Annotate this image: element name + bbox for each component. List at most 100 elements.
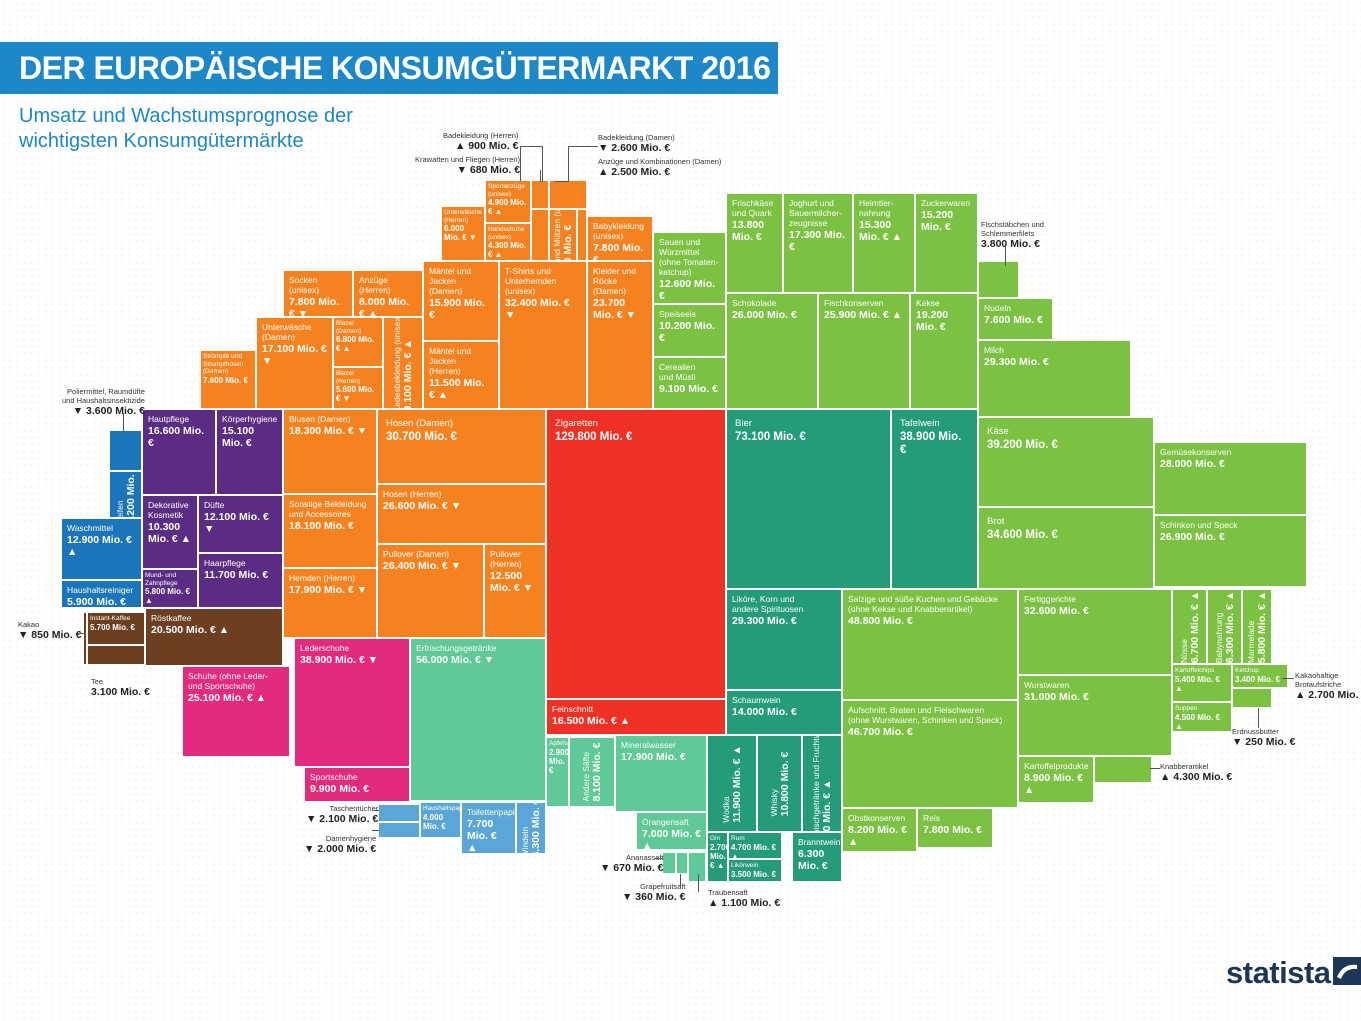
tile-small-segment <box>83 612 87 665</box>
leader-line <box>698 874 699 892</box>
chart-title: DER EUROPÄISCHE KONSUMGÜTERMARKT 2016 <box>19 50 771 86</box>
tile-sportschuhe: Sportschuhe 9.900 Mio. € <box>304 767 410 802</box>
tile-label: Schokolade <box>732 298 777 308</box>
tile-düfte: Düfte 12.100 Mio. € ▼ <box>198 495 283 553</box>
tile-label: Wodka <box>721 795 731 823</box>
tile-label: Tafelwein <box>900 418 940 429</box>
tile-fertiggerichte: Fertiggerichte 32.600 Mio. € <box>1018 589 1172 675</box>
tile-label: Zigaretten <box>555 418 598 429</box>
tile-value: 4.900 Mio. € ▲ <box>488 198 527 216</box>
callout-value: ▼ 2.000 Mio. € <box>304 843 377 855</box>
tile-orangensaft: Orangensaft 7.000 Mio. € ▲ <box>636 812 707 850</box>
tile-blusen-damen: Blusen (Damen) 18.300 Mio. € ▼ <box>283 409 377 494</box>
tile-label: Ledesbekleidung (unisex) <box>392 317 402 409</box>
tile-small-segment <box>1232 688 1272 708</box>
leader-line <box>555 181 569 182</box>
tile-value: 12.500 Mio. € ▼ <box>490 570 534 594</box>
tile-schinken-und-speck: Schinken und Speck 26.900 Mio. € <box>1154 515 1307 587</box>
tile-label: Frischkäse und Quark <box>732 198 774 218</box>
tile-value: 4.500 Mio. € ▲ <box>1175 712 1220 731</box>
tile-value: 6.300 Mio. € <box>798 848 828 872</box>
tile-tafelwein: Tafelwein 38.900 Mio. € <box>891 409 978 589</box>
tile-biermischgetränke-und-fruchtweine: Biermischgetränke und Fruchtweine 9.900 M… <box>802 735 842 832</box>
tile-label: Gin <box>710 835 721 842</box>
tile-value: 7.600 Mio. € <box>984 314 1043 326</box>
tile-value: 6.700 Mio. € ▲ <box>1188 590 1201 663</box>
tile-label: Hautpflege <box>148 414 190 424</box>
tile-value: 6.800 Mio. € ▲ <box>336 335 375 353</box>
leader-line <box>1282 678 1294 679</box>
tile-label: Windeln <box>520 826 530 854</box>
tile-label: Schaumwein <box>732 695 781 705</box>
tile-value: 10.200 Mio. € <box>659 320 716 344</box>
tile-small-segment <box>109 430 142 471</box>
tile-unterwäsche-herren: Unterwäsche (Herren) 6.000 Mio. € ▼ <box>441 206 485 261</box>
tile-label: Brot <box>987 516 1005 527</box>
tile-label: Haarpflege <box>204 558 246 568</box>
tile-label: Haushaltsreiniger <box>67 585 134 595</box>
tile-value: 7.000 Mio. € ▲ <box>642 828 701 850</box>
tile-suppen: Suppen 4.500 Mio. € ▲ <box>1172 702 1232 732</box>
tile-label: Fertiggerichte <box>1024 594 1076 604</box>
tile-value: 14.000 Mio. € <box>732 706 797 718</box>
callout-knabberartikel: Knabberartikel ▲ 4.300 Mio. € <box>1160 762 1232 784</box>
tile-value: 3.500 Mio. € <box>731 869 776 879</box>
tile-value: 12.100 Mio. € ▼ <box>204 511 269 535</box>
tile-value: 17.100 Mio. € ▼ <box>262 343 327 367</box>
tile-sonstige-bekleidung-und-accessoires: Sonstige Bekleidung und Accessoires 18.10… <box>283 494 377 568</box>
callout-label: Ananassaft <box>625 853 664 862</box>
tile-value: 20.500 Mio. € ▲ <box>151 624 230 636</box>
tile-value: 4.300 Mio. € ▲ <box>488 241 527 259</box>
tile-label: Liköre, Korn und andere Spirituosen <box>732 594 804 614</box>
tile-label: Waschmittel <box>67 523 113 533</box>
tile-value: 17.900 Mio. € <box>621 751 686 763</box>
tile-value: 7.800 Mio. € ▼ <box>289 296 340 317</box>
tile-label: Kartoffelchips <box>1175 667 1215 674</box>
leader-line <box>372 810 379 811</box>
callout-value: 3.800 Mio. € <box>981 238 1040 250</box>
leader-line <box>655 858 663 859</box>
callout-fischstäbchen-und-schlemmerfilets: Fischstäbchen und Schlemmerfilets 3.800 M… <box>981 220 1044 251</box>
tile-brot: Brot 34.600 Mio. € <box>978 507 1154 589</box>
tile-anzüge-herren: Anzüge (Herren) 8.000 Mio. € ▲ <box>353 270 423 317</box>
tile-liköre-korn-und-andere-spirituosen: Liköre, Korn und andere Spirituosen 29.30… <box>726 589 842 690</box>
leader-line <box>1258 708 1259 728</box>
tile-label: Körperhygiene <box>222 414 278 424</box>
callout-value: ▼ 2.600 Mio. € <box>598 142 671 154</box>
tile-value: 9.100 Mio. € <box>659 383 718 395</box>
tile-value: 32.400 Mio. € ▼ <box>505 297 570 321</box>
tile-label: Reis <box>923 813 941 823</box>
callout-kakaohaltige-brotaufstriche: Kakaohaltige Brotaufstriche ▲ 2.700 Mio. … <box>1295 671 1361 702</box>
tile-aufschnitt-braten-und-fleischwaren-ohne-wurstwaren-schinken-und-speck: Aufschnitt, Braten und Fleischwaren (ohn… <box>842 700 1018 808</box>
leader-line <box>372 830 379 831</box>
tile-label: Hemden (Herren) <box>289 573 356 583</box>
tile-t-shirts-und-unterhemden-unisex: T-Shirts und Unterhemden (unisex) 32.400 … <box>499 261 587 409</box>
tile-windeln: Windeln 4.300 Mio. € <box>516 802 546 854</box>
tile-fischkonserven: Fischkonserven 25.900 Mio. € ▲ <box>818 293 910 409</box>
tile-value: 18.100 Mio. € <box>289 520 354 532</box>
tile-value: 25.100 Mio. € ▲ <box>188 692 267 704</box>
leader-line <box>520 146 521 181</box>
tile-label: Nüsse <box>1178 638 1189 663</box>
tile-label: Andere Säfte <box>581 751 591 802</box>
tile-label: Hosen (Damen) <box>386 418 454 429</box>
tile-whisky: Whisky 10.800 Mio. € <box>757 735 802 832</box>
callout-label: Taschentücher <box>329 804 379 813</box>
tile-small-segment <box>662 852 676 874</box>
tile-value: 6.000 Mio. € ▼ <box>444 224 477 242</box>
tile-label: Marmelade <box>1246 620 1256 663</box>
callout-value: ▲ 900 Mio. € <box>454 140 519 152</box>
tile-label: Salzige und süße Kuchen und Gebäcke (ohn… <box>848 594 998 614</box>
callout-label: Kakao <box>18 620 40 629</box>
tile-label: Haushaltspapier <box>423 805 460 812</box>
title-bar: DER EUROPÄISCHE KONSUMGÜTERMARKT 2016 <box>0 42 778 94</box>
leader-line <box>520 146 542 147</box>
tile-röstkaffee: Röstkaffee 20.500 Mio. € ▲ <box>145 608 283 666</box>
callout-label: Poliermittel, Raumdüfte und Haushaltsins… <box>62 387 145 405</box>
tile-label: Sauen und Würzmittel (ohne Tomaten- ketc… <box>659 237 719 277</box>
tile-label: Whisky <box>768 788 779 816</box>
tile-frischkäse-und-quark: Frischkäse und Quark 13.800 Mio. € <box>726 193 783 293</box>
leader-line <box>568 146 569 182</box>
